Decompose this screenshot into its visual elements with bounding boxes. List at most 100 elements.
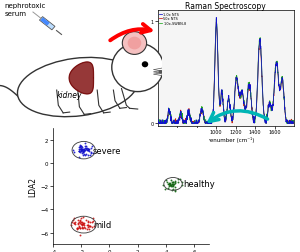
Point [85, 227, 90, 231]
Point [80, 147, 85, 151]
Legend: 1.0x NTS, 50x NTS, 1.0x-SWBN-8: 1.0x NTS, 50x NTS, 1.0x-SWBN-8 [158, 12, 187, 26]
Point [173, 188, 178, 192]
X-axis label: Wavenumber (cm⁻¹): Wavenumber (cm⁻¹) [198, 136, 254, 142]
Line: 1.0x NTS: 1.0x NTS [158, 18, 294, 124]
Point [83, 153, 88, 157]
Point [72, 221, 77, 225]
Point [166, 182, 171, 186]
Point [78, 150, 83, 154]
Point [76, 149, 81, 153]
Point [91, 219, 96, 223]
1.0x-SWBN-8 [194, 119, 198, 122]
Point [89, 225, 94, 229]
Title: Raman Spectroscopy: Raman Spectroscopy [185, 2, 266, 11]
Point [167, 183, 172, 187]
Point [171, 184, 176, 188]
Point [88, 153, 93, 157]
Point [80, 148, 85, 152]
Point [78, 222, 83, 226]
Point [170, 180, 175, 184]
1.0x NTS [262, 113, 266, 116]
Point [81, 148, 86, 152]
Point [166, 182, 170, 186]
Point [82, 146, 87, 150]
Point [85, 223, 89, 227]
1.0x-SWBN-8 [246, 95, 249, 98]
Point [168, 184, 173, 188]
Point [80, 225, 85, 229]
Point [84, 153, 89, 157]
Point [76, 149, 81, 153]
Point [86, 223, 91, 227]
Point [82, 226, 87, 230]
Point [171, 180, 176, 184]
Point [89, 220, 94, 225]
Point [78, 218, 83, 223]
Point [79, 216, 83, 220]
Text: severe: severe [93, 146, 122, 155]
Point [81, 215, 85, 219]
Point [78, 145, 83, 149]
Point [89, 147, 94, 151]
Point [79, 144, 83, 148]
Point [89, 145, 94, 149]
Point [76, 222, 81, 226]
Point [167, 184, 171, 188]
Point [162, 187, 167, 191]
Point [77, 219, 82, 223]
1.0x-SWBN-8 [262, 113, 266, 116]
Point [80, 153, 85, 157]
Point [83, 141, 88, 145]
Point [76, 225, 81, 229]
Point [172, 190, 177, 194]
Point [78, 222, 83, 226]
Point [82, 224, 87, 228]
Point [76, 226, 81, 230]
Point [169, 183, 174, 187]
Point [80, 223, 84, 227]
Point [167, 182, 172, 186]
Point [75, 226, 80, 230]
1.0x NTS [194, 119, 198, 122]
Point [80, 148, 84, 152]
Point [77, 233, 82, 237]
Point [87, 220, 92, 224]
Point [85, 154, 90, 158]
Text: nephrotoxic
serum: nephrotoxic serum [5, 3, 46, 16]
Point [84, 218, 88, 222]
Point [86, 147, 91, 151]
Circle shape [142, 62, 148, 68]
50x NTS [245, 97, 249, 100]
Point [80, 222, 84, 226]
Point [87, 225, 92, 229]
FancyBboxPatch shape [40, 18, 50, 26]
Point [73, 222, 78, 226]
Point [176, 178, 181, 182]
Point [166, 186, 171, 190]
Point [82, 149, 87, 153]
1.0x NTS [292, 120, 296, 123]
Point [81, 221, 86, 225]
Point [173, 181, 178, 185]
Point [76, 150, 81, 154]
Point [71, 221, 76, 225]
Point [80, 222, 85, 226]
FancyBboxPatch shape [40, 18, 55, 31]
Point [82, 221, 86, 225]
1.0x NTS [199, 111, 203, 114]
Point [79, 147, 84, 151]
Point [168, 181, 172, 185]
Point [170, 180, 175, 184]
Point [86, 219, 91, 224]
Point [80, 151, 85, 155]
Line: 1.0x-SWBN-8: 1.0x-SWBN-8 [158, 20, 294, 124]
Point [84, 145, 88, 149]
Point [86, 149, 91, 153]
Point [82, 148, 86, 152]
Point [80, 226, 85, 230]
Point [82, 152, 86, 156]
Point [171, 187, 176, 191]
Point [80, 222, 85, 226]
1.0x-SWBN-8 [189, 116, 193, 119]
Point [85, 146, 89, 150]
